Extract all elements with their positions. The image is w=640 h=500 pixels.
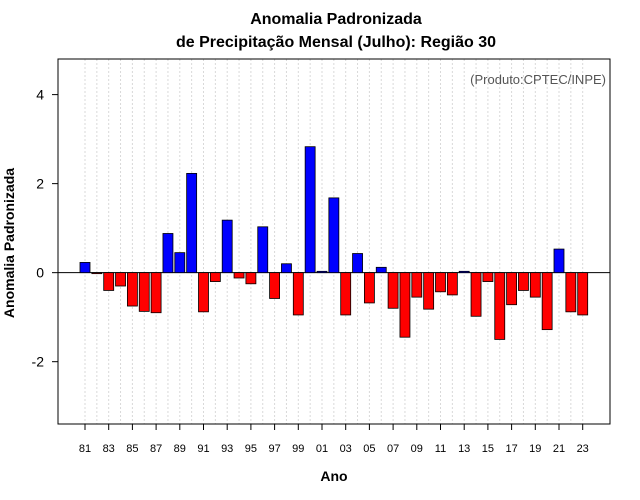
bar-13 — [458, 270, 470, 274]
bar-89 — [174, 252, 186, 274]
bar-81 — [79, 262, 91, 274]
y-tick-label: 2 — [36, 176, 44, 192]
x-tick-label: 09 — [411, 443, 423, 455]
bar-10 — [423, 272, 435, 310]
bar-11 — [435, 272, 446, 293]
bar-19 — [529, 272, 541, 298]
bar-18 — [518, 272, 529, 291]
bar-83 — [103, 272, 115, 291]
bar-05 — [363, 272, 375, 304]
bar-03 — [340, 272, 352, 316]
x-tick-label: 15 — [482, 443, 494, 455]
bar-16 — [494, 272, 506, 340]
bar-94 — [233, 272, 245, 279]
chart-title-line2: de Precipitação Mensal (Julho): Região 3… — [176, 34, 496, 51]
plot-frame — [57, 58, 611, 425]
x-tick-label: 13 — [458, 443, 470, 455]
y-axis-label: Anomalia Padronizada — [1, 168, 17, 318]
bar-23 — [577, 272, 589, 316]
bar-17 — [506, 272, 518, 306]
x-tick-label: 17 — [505, 443, 517, 455]
y-tick-label: 0 — [36, 265, 44, 281]
x-tick-label: 07 — [387, 443, 399, 455]
x-tick-label: 87 — [150, 443, 162, 455]
bar-01 — [316, 270, 328, 274]
x-tick-label: 97 — [268, 443, 280, 455]
bar-86 — [138, 272, 150, 312]
bar-87 — [150, 272, 162, 314]
y-tick-label: 4 — [36, 87, 44, 103]
x-tick-label: 91 — [197, 443, 209, 455]
bar-99 — [292, 272, 304, 316]
x-tick-label: 19 — [529, 443, 541, 455]
x-tick-label: 23 — [577, 443, 589, 455]
bar-96 — [257, 226, 269, 274]
bar-15 — [482, 272, 494, 282]
bar-98 — [281, 263, 292, 274]
x-tick-label: 11 — [435, 443, 446, 455]
bar-93 — [221, 219, 233, 274]
bar-12 — [446, 272, 458, 296]
bar-02 — [328, 197, 340, 274]
x-tick-label: 03 — [340, 443, 352, 455]
y-tick-label: -2 — [32, 354, 45, 370]
bar-06 — [375, 266, 387, 274]
bar-07 — [387, 272, 399, 309]
bar-91 — [198, 272, 209, 313]
bar-04 — [352, 253, 363, 274]
x-tick-label: 81 — [79, 443, 91, 455]
bars — [79, 146, 589, 340]
bar-90 — [186, 172, 198, 274]
x-axis-label: Ano — [320, 468, 347, 484]
y-axis: -2 0 2 4 — [32, 87, 58, 370]
bar-85 — [127, 272, 138, 307]
x-tick-label: 05 — [363, 443, 375, 455]
x-axis: 81 83 85 87 89 91 93 95 97 99 01 03 05 07 09 11 13 15 17 19… — [79, 424, 589, 455]
x-tick-label: 85 — [126, 443, 138, 455]
bar-97 — [269, 272, 281, 299]
grid-lines — [84, 59, 584, 424]
bar-88 — [162, 233, 174, 274]
bar-82 — [91, 272, 103, 275]
bar-20 — [541, 272, 553, 331]
x-tick-label: 99 — [292, 443, 304, 455]
bar-00 — [304, 146, 316, 274]
x-tick-label: 21 — [553, 443, 565, 455]
bar-14 — [470, 272, 482, 317]
source-annotation: (Produto:CPTEC/INPE) — [470, 72, 606, 87]
bar-84 — [115, 272, 126, 287]
x-tick-label: 01 — [316, 443, 328, 455]
bar-92 — [209, 272, 221, 282]
x-tick-label: 93 — [221, 443, 233, 455]
x-tick-label: 83 — [103, 443, 115, 455]
chart-title-line1: Anomalia Padronizada — [250, 11, 422, 28]
bar-21 — [553, 248, 565, 274]
bar-08 — [399, 272, 411, 338]
bar-22 — [565, 272, 577, 313]
bar-09 — [411, 272, 423, 298]
x-tick-label: 95 — [245, 443, 257, 455]
x-tick-label: 89 — [174, 443, 186, 455]
bar-95 — [245, 272, 257, 285]
